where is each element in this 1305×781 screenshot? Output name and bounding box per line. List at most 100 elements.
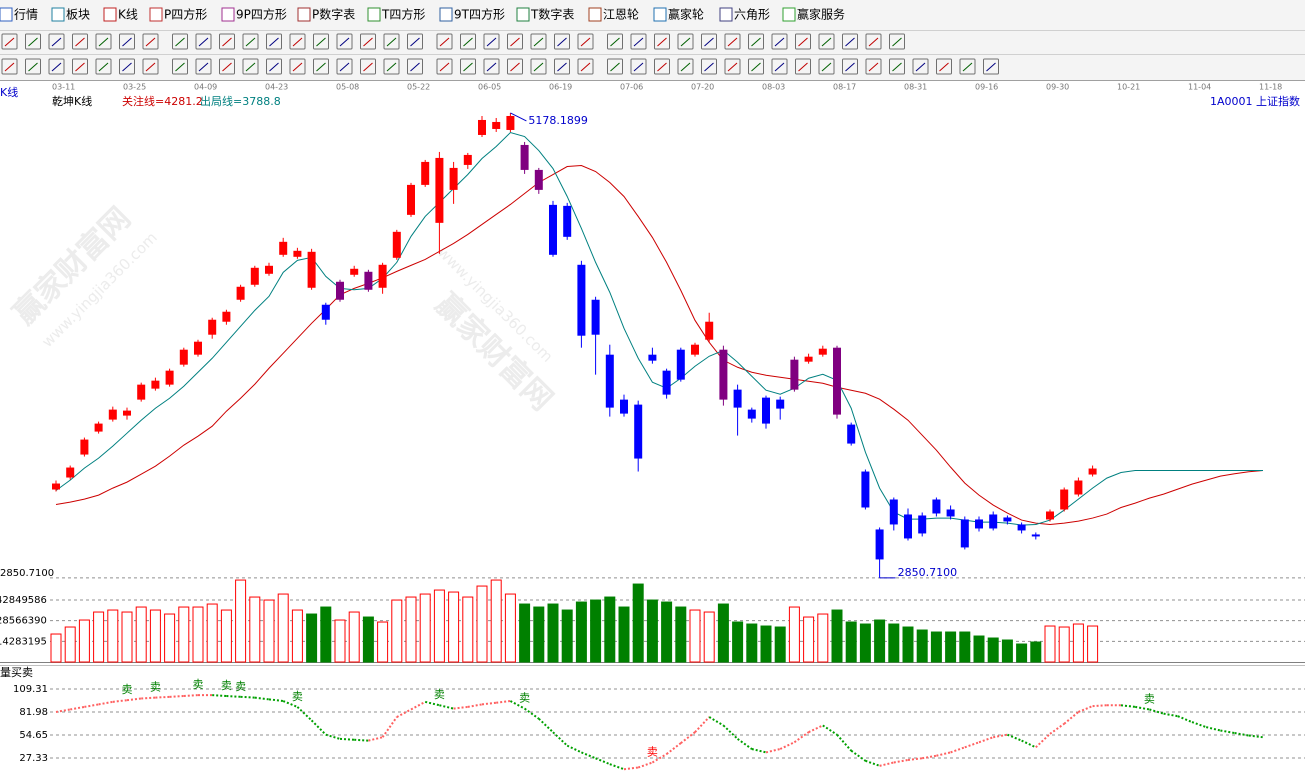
tool-button[interactable] xyxy=(865,58,882,75)
indicator-segment xyxy=(865,759,880,767)
menu-item[interactable]: 行情 xyxy=(14,8,38,22)
tool-button[interactable] xyxy=(360,58,376,75)
tool-button[interactable] xyxy=(654,58,670,75)
tool-button[interactable] xyxy=(383,33,400,50)
indicator-segment xyxy=(282,700,298,708)
tool-button[interactable] xyxy=(266,58,282,75)
menu-item[interactable]: 板块 xyxy=(66,8,90,22)
tool-button[interactable] xyxy=(701,33,717,50)
volume-bar xyxy=(874,619,886,663)
tool-button[interactable] xyxy=(530,33,547,50)
x-tick-label: 04-09 xyxy=(194,83,217,92)
menu-item[interactable]: 赢家服务 xyxy=(797,7,845,22)
tool-button[interactable] xyxy=(119,33,135,50)
tool-button[interactable] xyxy=(748,33,764,50)
tool-button[interactable] xyxy=(242,33,259,50)
tool-button[interactable] xyxy=(360,33,376,50)
tool-button[interactable] xyxy=(1,58,18,75)
tool-button[interactable] xyxy=(630,33,647,50)
tool-button[interactable] xyxy=(142,58,159,75)
volume-bar xyxy=(760,625,772,663)
menu-item[interactable]: P数字表 xyxy=(312,7,355,22)
tool-button[interactable] xyxy=(724,33,741,50)
tool-button[interactable] xyxy=(460,58,476,75)
tool-button[interactable] xyxy=(842,33,858,50)
menu-item[interactable]: 9T四方形 xyxy=(454,7,505,22)
tool-button[interactable] xyxy=(242,58,259,75)
tool-button[interactable] xyxy=(701,58,717,75)
tool-button[interactable] xyxy=(436,33,453,50)
menu-item[interactable]: T数字表 xyxy=(530,7,574,22)
tool-button[interactable] xyxy=(607,33,623,50)
menu-item[interactable]: T四方形 xyxy=(381,7,425,22)
tool-button[interactable] xyxy=(25,33,41,50)
tool-button[interactable] xyxy=(407,33,423,50)
tool-button[interactable] xyxy=(724,58,741,75)
tool-button[interactable] xyxy=(266,33,282,50)
tool-button[interactable] xyxy=(889,58,905,75)
menu-item[interactable]: 9P四方形 xyxy=(236,7,287,22)
tool-button[interactable] xyxy=(289,58,306,75)
menu-item[interactable]: 江恩轮 xyxy=(603,8,639,22)
tool-button[interactable] xyxy=(172,58,188,75)
tool-button[interactable] xyxy=(219,58,235,75)
tool-button[interactable] xyxy=(748,58,764,75)
tool-button[interactable] xyxy=(313,58,329,75)
tool-button[interactable] xyxy=(48,33,65,50)
tool-button[interactable] xyxy=(25,58,41,75)
tool-button[interactable] xyxy=(630,58,647,75)
tool-button[interactable] xyxy=(172,33,188,50)
tool-button[interactable] xyxy=(483,33,500,50)
tool-button[interactable] xyxy=(554,33,570,50)
tool-button[interactable] xyxy=(959,58,976,75)
tool-button[interactable] xyxy=(795,33,811,50)
tool-button[interactable] xyxy=(95,33,112,50)
tool-button[interactable] xyxy=(483,58,500,75)
tool-button[interactable] xyxy=(219,33,235,50)
tool-button[interactable] xyxy=(654,33,670,50)
volume-bar xyxy=(1016,643,1028,663)
tool-button[interactable] xyxy=(460,33,476,50)
tool-button[interactable] xyxy=(119,58,135,75)
tool-button[interactable] xyxy=(795,58,811,75)
tool-button[interactable] xyxy=(336,33,353,50)
tool-button[interactable] xyxy=(195,33,212,50)
menu-item[interactable]: 赢家轮 xyxy=(668,7,704,22)
menu-item[interactable]: 六角形 xyxy=(734,8,770,22)
tool-button[interactable] xyxy=(142,33,159,50)
tool-button[interactable] xyxy=(983,58,999,75)
tool-button[interactable] xyxy=(530,58,547,75)
tool-button[interactable] xyxy=(289,33,306,50)
tool-button[interactable] xyxy=(554,58,570,75)
tool-button[interactable] xyxy=(677,33,694,50)
tool-button[interactable] xyxy=(771,58,788,75)
tool-button[interactable] xyxy=(72,33,88,50)
tool-button[interactable] xyxy=(677,58,694,75)
tool-button[interactable] xyxy=(72,58,88,75)
tool-button[interactable] xyxy=(936,58,952,75)
tool-button[interactable] xyxy=(407,58,423,75)
tool-button[interactable] xyxy=(383,58,400,75)
tool-button[interactable] xyxy=(577,33,594,50)
tool-button[interactable] xyxy=(912,58,929,75)
tool-button[interactable] xyxy=(507,58,523,75)
tool-button[interactable] xyxy=(818,58,835,75)
menu-item[interactable]: P四方形 xyxy=(164,7,207,22)
tool-button[interactable] xyxy=(577,58,594,75)
tool-button[interactable] xyxy=(865,33,882,50)
tool-button[interactable] xyxy=(607,58,623,75)
menu-item[interactable]: K线 xyxy=(118,8,138,22)
tool-button[interactable] xyxy=(313,33,329,50)
tool-button[interactable] xyxy=(48,58,65,75)
tool-button[interactable] xyxy=(1,33,18,50)
tool-button[interactable] xyxy=(771,33,788,50)
tool-button[interactable] xyxy=(507,33,523,50)
tool-button[interactable] xyxy=(336,58,353,75)
tool-button[interactable] xyxy=(818,33,835,50)
tool-button[interactable] xyxy=(436,58,453,75)
candle-body xyxy=(989,514,998,529)
tool-button[interactable] xyxy=(889,33,905,50)
tool-button[interactable] xyxy=(195,58,212,75)
tool-button[interactable] xyxy=(842,58,858,75)
tool-button[interactable] xyxy=(95,58,112,75)
